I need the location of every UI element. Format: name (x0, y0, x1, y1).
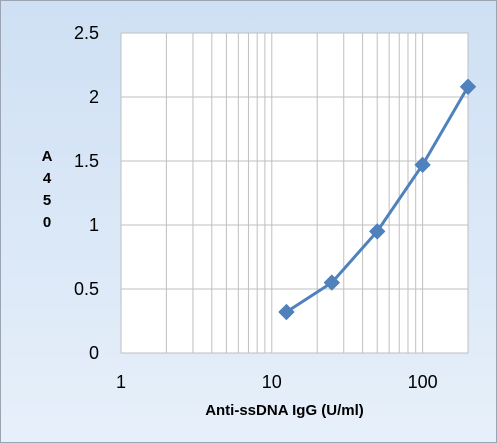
y-tick-label: 2 (89, 87, 99, 107)
x-axis-title: Anti-ssDNA IgG (U/ml) (205, 402, 364, 419)
series-layer (278, 78, 477, 321)
data-point-marker (323, 274, 341, 291)
y-axis-title-char: 0 (43, 214, 51, 231)
x-tick-label: 10 (262, 372, 282, 392)
y-tick-label: 0 (89, 343, 99, 363)
x-tick-labels: 1 10 100 (116, 372, 438, 392)
y-gridlines (121, 32, 468, 354)
y-tick-label: 0.5 (74, 279, 99, 299)
y-tick-label: 2.5 (74, 23, 99, 43)
plot-area (120, 32, 469, 354)
x-tick-label: 1 (116, 372, 126, 392)
data-point-marker (414, 156, 431, 174)
y-tick-label: 1 (89, 215, 99, 235)
x-gridlines (165, 33, 469, 353)
data-point-marker (369, 223, 386, 240)
y-axis-title-char: A (42, 148, 53, 165)
data-point-marker (459, 78, 477, 95)
y-axis-title: A 4 5 0 (42, 148, 53, 231)
data-point-marker (278, 303, 295, 321)
x-tick-label: 100 (408, 372, 438, 392)
y-axis-title-char: 5 (43, 192, 51, 209)
y-tick-label: 1.5 (74, 151, 99, 171)
y-tick-labels: 0 0.5 1 1.5 2 2.5 (74, 23, 99, 363)
y-axis-title-char: 4 (43, 170, 52, 187)
